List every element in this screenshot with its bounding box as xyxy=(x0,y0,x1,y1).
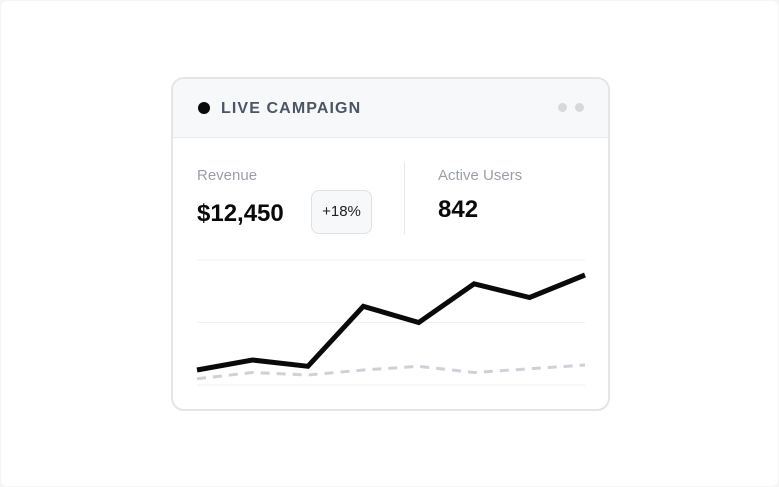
card-title: LIVE CAMPAIGN xyxy=(221,100,362,117)
menu-dot xyxy=(558,103,567,112)
live-indicator-dot xyxy=(198,102,210,114)
menu-dot xyxy=(575,103,584,112)
revenue-value: $12,450 xyxy=(197,200,284,227)
revenue-label: Revenue xyxy=(197,167,258,184)
line-chart xyxy=(196,259,586,386)
more-dots-icon[interactable] xyxy=(558,103,584,112)
campaign-card: LIVE CAMPAIGN Revenue $12,450 +18% Activ… xyxy=(171,77,610,411)
active-users-label: Active Users xyxy=(438,167,523,184)
revenue-change-badge: +18% xyxy=(311,190,372,234)
metric-divider xyxy=(404,162,405,234)
chart-series-baseline-line xyxy=(196,363,586,381)
chart-series-main-line xyxy=(196,272,586,373)
active-users-value: 842 xyxy=(438,196,479,223)
card-header: LIVE CAMPAIGN xyxy=(173,79,608,138)
